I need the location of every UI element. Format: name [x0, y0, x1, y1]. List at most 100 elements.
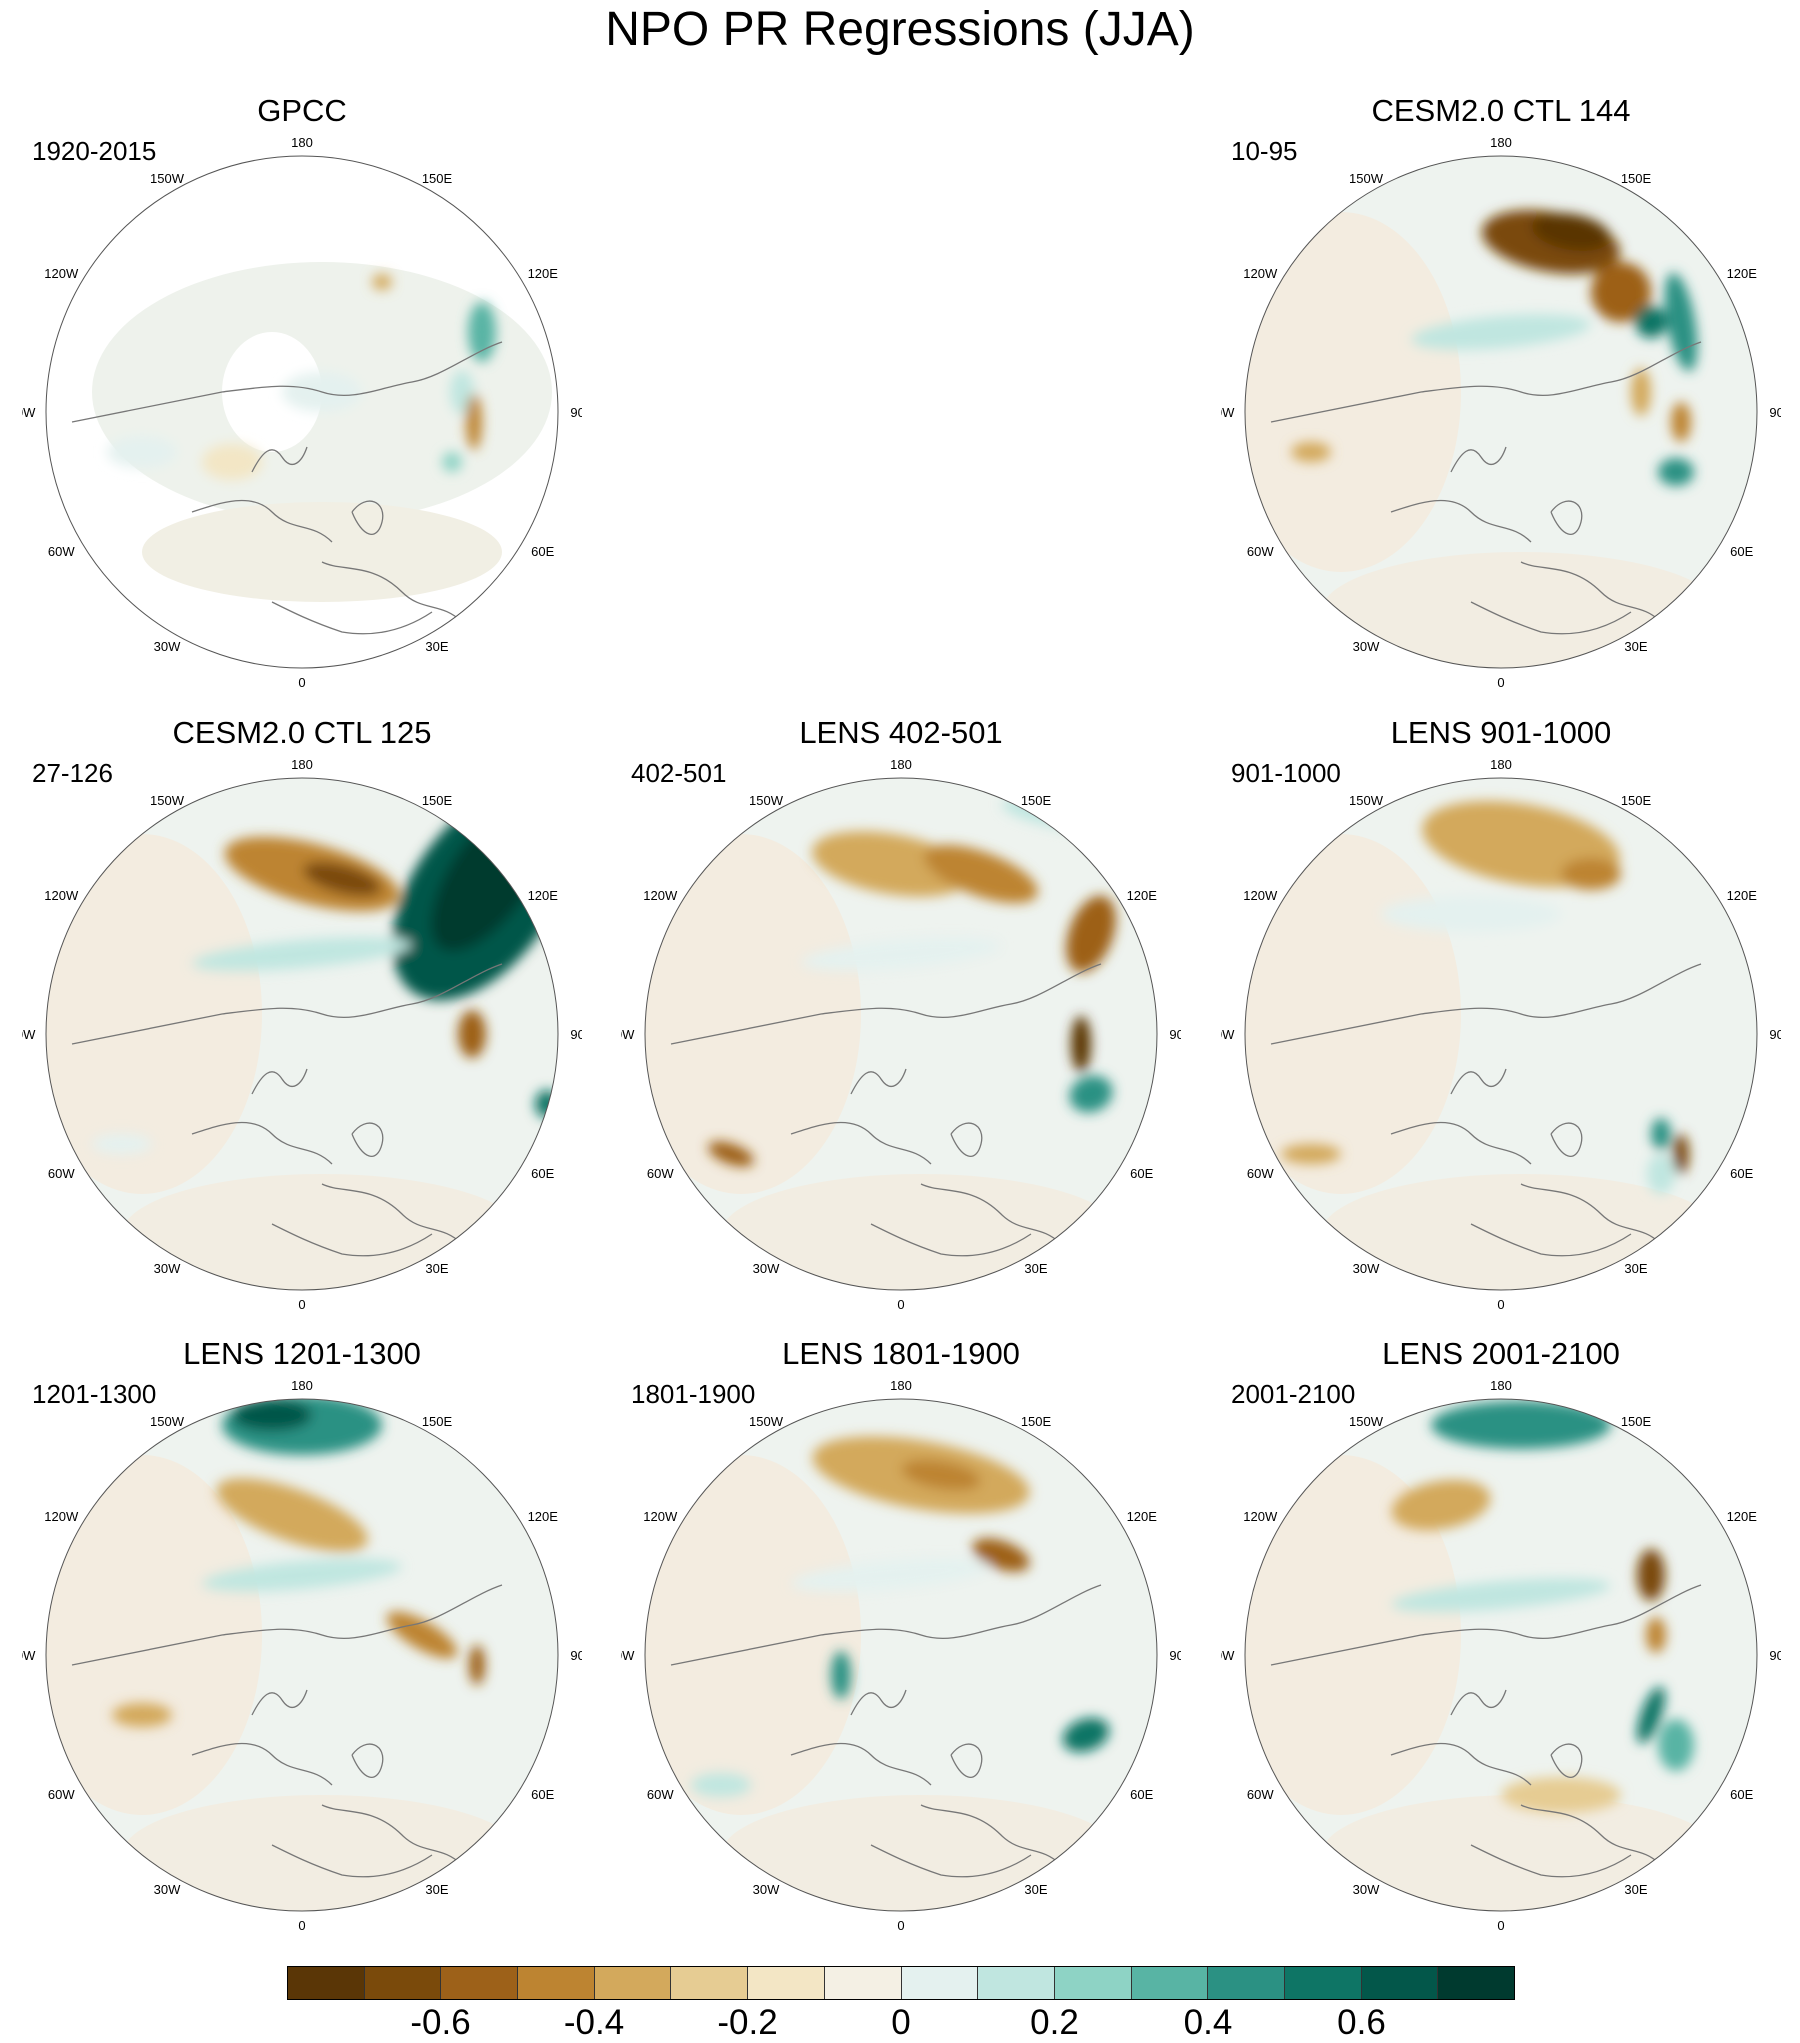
colorbar-swatch: [1131, 1967, 1209, 1999]
map-panel-lens-402-501: LENS 402-501 402-501 180 150E 120E 90E 60E 30…: [621, 714, 1181, 1314]
panel-title: LENS 1801-1900: [782, 1336, 1020, 1371]
anomaly-region: [1281, 1144, 1341, 1164]
panel-title: CESM2.0 CTL 125: [172, 715, 432, 750]
coastline: [850, 1068, 907, 1095]
anomaly-region: [1431, 1401, 1611, 1449]
longitude-label: 120W: [44, 266, 79, 281]
longitude-label: 150W: [1349, 1414, 1384, 1429]
anomaly-region: [1291, 442, 1331, 462]
longitude-label: 180: [291, 1378, 313, 1393]
map-boundary: [1244, 777, 1758, 1291]
anomaly-region: [1561, 858, 1621, 890]
longitude-label: 90W: [1221, 1648, 1235, 1663]
longitude-label: 150W: [150, 793, 185, 808]
anomaly-region: [1391, 1479, 1491, 1531]
coastline: [191, 499, 333, 543]
longitude-label: 150E: [1621, 1414, 1652, 1429]
longitude-label: 0: [298, 1297, 305, 1312]
longitude-label: 60E: [531, 544, 554, 559]
anomaly-region: [450, 370, 474, 414]
colorbar-tick-label: -0.6: [410, 2003, 471, 2042]
anomaly-region: [1646, 1617, 1666, 1653]
longitude-label: 60E: [1130, 1166, 1153, 1181]
panel-title: CESM2.0 CTL 144: [1371, 93, 1631, 128]
longitude-label: 120E: [1727, 888, 1758, 903]
longitude-label: 60W: [1247, 1787, 1274, 1802]
longitude-label: 180: [291, 135, 313, 150]
longitude-label: 180: [1490, 135, 1512, 150]
panel-period: 1920-2015: [32, 136, 157, 166]
anomaly-region: [202, 1558, 402, 1592]
longitude-label: 120E: [528, 1509, 559, 1524]
longitude-label: 60W: [1247, 544, 1274, 559]
coastline: [251, 446, 308, 473]
polar-map: 180 150E 120E 90E 60E 30E 0 30W 60W 90W 120W 150W: [1221, 1378, 1781, 1933]
longitude-label: 180: [291, 757, 313, 772]
longitude-label: 120E: [1127, 1509, 1158, 1524]
panel-title: LENS 402-501: [799, 715, 1003, 750]
coastline: [1450, 1068, 1507, 1095]
polar-map: 180 150E 120E 90E 60E 30E 0 30W 60W 90W 120W 150W: [22, 757, 582, 1312]
coastline: [870, 1844, 1032, 1878]
longitude-label: 90E: [1169, 1648, 1181, 1663]
colorbar-tick-label: 0.2: [1030, 2003, 1079, 2042]
coastline: [351, 1743, 384, 1778]
panel-period: 10-95: [1231, 136, 1298, 166]
anomaly-region: [1637, 1686, 1665, 1744]
longitude-label: 60E: [1730, 1166, 1753, 1181]
anomaly-region: [691, 1773, 751, 1797]
longitude-label: 150E: [422, 171, 453, 186]
anomaly-region: [791, 1558, 991, 1592]
map-boundary: [644, 777, 1158, 1291]
longitude-label: 120E: [1727, 266, 1758, 281]
field-patch: [1245, 212, 1461, 572]
longitude-label: 30E: [425, 639, 448, 654]
anomaly-region: [1381, 896, 1561, 932]
anomaly-region: [812, 831, 970, 897]
polar-map: 180 150E 120E 90E 60E 30E 0 30W 60W 90W 120W 150W: [1221, 757, 1781, 1312]
map-panel-gpcc: GPCC 1920-2015 180 150E 120E 90E 60E 30E 0 30W 6…: [22, 92, 582, 692]
coastline: [351, 500, 384, 535]
coastline: [1550, 500, 1583, 535]
anomaly-region: [468, 302, 496, 362]
anomaly-region: [1651, 1118, 1671, 1150]
anomaly-region: [1637, 1549, 1665, 1601]
longitude-label: 30W: [154, 639, 181, 654]
field-patch: [645, 834, 861, 1194]
coastline: [321, 561, 463, 623]
polar-map: 180 150E 120E 90E 60E 30E 0 30W 60W 90W 120W 150W: [22, 135, 582, 690]
anomaly-region: [192, 937, 412, 971]
anomaly-region: [92, 1134, 152, 1154]
longitude-label: 60E: [531, 1787, 554, 1802]
longitude-label: 180: [890, 757, 912, 772]
anomaly-region: [1531, 212, 1611, 252]
map-boundary: [45, 777, 559, 1291]
longitude-label: 120W: [1243, 888, 1278, 903]
longitude-label: 30W: [154, 1261, 181, 1276]
anomaly-region: [1635, 306, 1667, 338]
colorbar-tick-label: -0.2: [717, 2003, 778, 2042]
longitude-label: 30W: [154, 1882, 181, 1897]
colorbar-swatch: [978, 1967, 1055, 1999]
coastline: [271, 1223, 433, 1257]
coastline: [351, 1122, 384, 1157]
longitude-label: 0: [298, 1918, 305, 1933]
longitude-label: 30W: [1353, 1882, 1380, 1897]
land-field: [142, 502, 502, 602]
coastline: [71, 341, 503, 423]
coastline: [790, 1121, 932, 1165]
anomaly-region: [924, 844, 1038, 904]
anomaly-region: [901, 1459, 981, 1491]
coastline: [670, 1584, 1102, 1666]
longitude-label: 30E: [1624, 1882, 1647, 1897]
anomaly-region: [232, 1399, 312, 1431]
longitude-label: 180: [890, 1378, 912, 1393]
longitude-label: 60E: [1730, 544, 1753, 559]
colorbar-tick-label: -0.4: [563, 2003, 625, 2042]
coastline: [1390, 499, 1532, 543]
longitude-label: 120E: [528, 266, 559, 281]
coastline: [71, 963, 503, 1045]
coastline: [1270, 963, 1702, 1045]
longitude-label: 150E: [1021, 793, 1052, 808]
coastline: [191, 1121, 333, 1165]
